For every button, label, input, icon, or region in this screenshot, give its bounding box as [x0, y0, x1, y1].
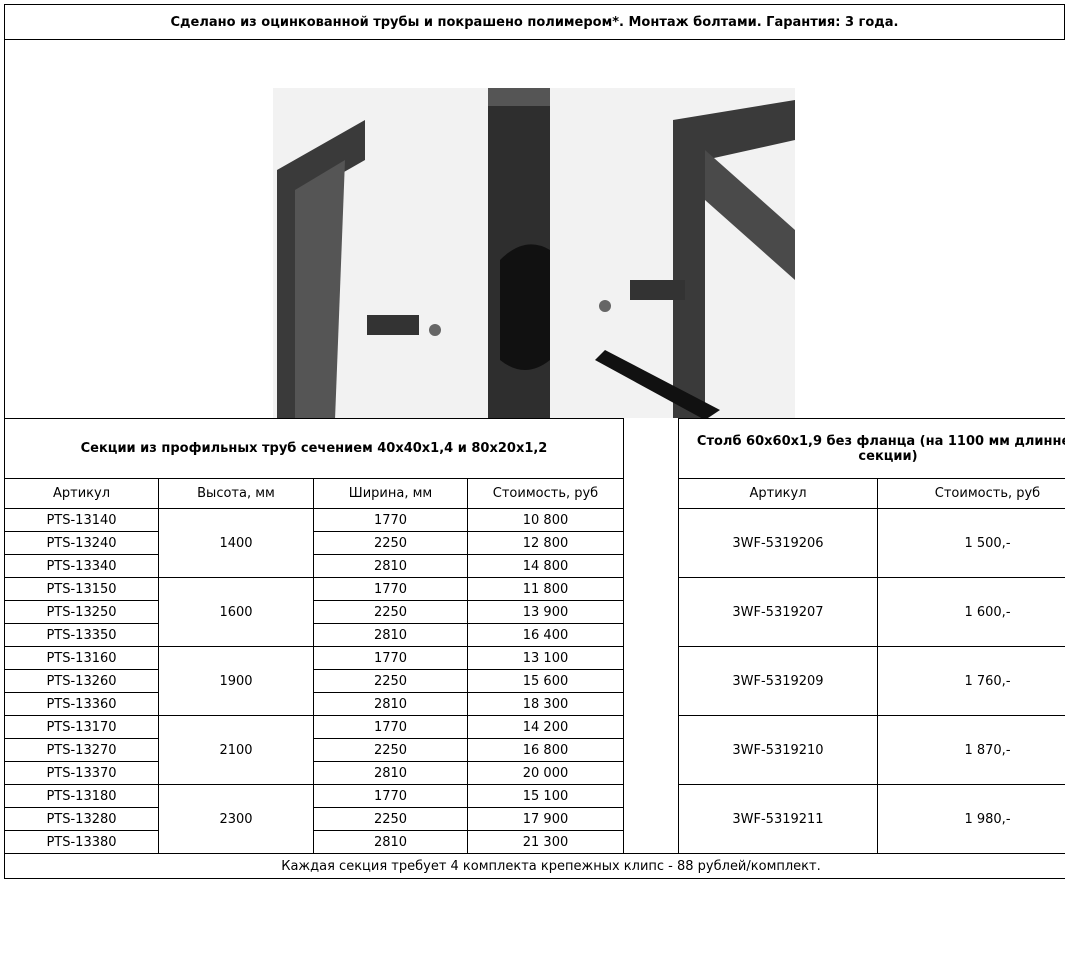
price: 14 800	[467, 554, 624, 578]
price: 15 600	[467, 669, 624, 693]
width: 2250	[313, 669, 468, 693]
article: PTS-13180	[4, 784, 159, 808]
width: 2810	[313, 692, 468, 716]
column-header: Артикул	[678, 478, 878, 509]
width: 1770	[313, 646, 468, 670]
price: 16 800	[467, 738, 624, 762]
height: 1600	[158, 577, 314, 647]
post-price: 1 760,-	[877, 646, 1065, 716]
column-header: Стоимость, руб	[467, 478, 624, 509]
post-article: 3WF-5319211	[678, 784, 878, 854]
column-header: Артикул	[4, 478, 159, 509]
width: 2810	[313, 830, 468, 854]
price: 14 200	[467, 715, 624, 739]
post-clip	[500, 244, 550, 370]
post-article: 3WF-5319209	[678, 646, 878, 716]
table-row: Каждая секция требует 4 комплекта крепеж…	[4, 853, 1065, 879]
bolt	[429, 324, 441, 336]
width: 2810	[313, 761, 468, 785]
post-article: 3WF-5319210	[678, 715, 878, 785]
product-image	[4, 39, 1065, 450]
post-price: 1 870,-	[877, 715, 1065, 785]
height: 2100	[158, 715, 314, 785]
width: 1770	[313, 784, 468, 808]
table-row: PTS-13140 1400 1770 10 800 3WF-5319206 1 500,…	[4, 508, 1065, 578]
price: 13 100	[467, 646, 624, 670]
post-article: 3WF-5319207	[678, 577, 878, 647]
article: PTS-13270	[4, 738, 159, 762]
right-table-title: Столб 60х60х1,9 без фланца (на 1100 мм д…	[678, 418, 1065, 479]
column-header: Высота, мм	[158, 478, 314, 509]
post-price: 1 980,-	[877, 784, 1065, 854]
wrench	[595, 350, 720, 420]
table-row: Секции из профильных труб сечением 40х40…	[4, 418, 1065, 854]
table-row: PTS-13180 2300 1770 15 100 3WF-5319211 1 980,…	[4, 784, 1065, 854]
width: 1770	[313, 508, 468, 532]
table-row: PTS-13350 2810 16 400	[4, 623, 1065, 647]
price: 17 900	[467, 807, 624, 831]
article: PTS-13280	[4, 807, 159, 831]
article: PTS-13340	[4, 554, 159, 578]
article: PTS-13370	[4, 761, 159, 785]
table-row: PTS-13380 2810 21 300	[4, 830, 1065, 854]
left-frame-diag	[295, 160, 345, 440]
right-frame-diag	[705, 150, 795, 280]
article: PTS-13380	[4, 830, 159, 854]
post-price: 1 500,-	[877, 508, 1065, 578]
left-table-title: Секции из профильных труб сечением 40х40…	[4, 418, 624, 479]
article: PTS-13260	[4, 669, 159, 693]
table-row: PTS-13360 2810 18 300	[4, 692, 1065, 716]
article: PTS-13250	[4, 600, 159, 624]
width: 1770	[313, 715, 468, 739]
width: 2250	[313, 531, 468, 555]
table-row: PTS-13150 1600 1770 11 800 3WF-5319207 1 600,…	[4, 577, 1065, 647]
width: 2250	[313, 600, 468, 624]
article: PTS-13160	[4, 646, 159, 670]
column-header: Ширина, мм	[313, 478, 468, 509]
price: 12 800	[467, 531, 624, 555]
price: 20 000	[467, 761, 624, 785]
left-bracket	[367, 315, 419, 335]
table-row: PTS-13250 2250 13 900	[4, 600, 1065, 624]
price: 10 800	[467, 508, 624, 532]
width: 1770	[313, 577, 468, 601]
table-row: PTS-13160 1900 1770 13 100 3WF-5319209 1 760,…	[4, 646, 1065, 716]
price: 21 300	[467, 830, 624, 854]
height: 2300	[158, 784, 314, 854]
illustration	[273, 88, 795, 450]
width: 2810	[313, 554, 468, 578]
document: Сделано из оцинкованной трубы и покрашен…	[4, 4, 1065, 879]
width: 2250	[313, 738, 468, 762]
post-cap	[488, 88, 550, 106]
article: PTS-13360	[4, 692, 159, 716]
width: 2810	[313, 623, 468, 647]
table-row: PTS-13170 2100 1770 14 200 3WF-5319210 1 870,…	[4, 715, 1065, 785]
column-header: Стоимость, руб	[877, 478, 1065, 509]
gap	[623, 418, 679, 854]
right-frame	[673, 100, 795, 448]
post-price: 1 600,-	[877, 577, 1065, 647]
article: PTS-13350	[4, 623, 159, 647]
price: 18 300	[467, 692, 624, 716]
price: 16 400	[467, 623, 624, 647]
height: 1900	[158, 646, 314, 716]
footer-note: Каждая секция требует 4 комплекта крепеж…	[4, 853, 1065, 879]
price: 11 800	[467, 577, 624, 601]
article: PTS-13240	[4, 531, 159, 555]
article: PTS-13150	[4, 577, 159, 601]
right-bracket	[630, 280, 685, 300]
table-row: Артикул Высота, мм Ширина, мм Стоимость, ру…	[4, 478, 1065, 509]
post-article: 3WF-5319206	[678, 508, 878, 578]
price-table: Секции из профильных труб сечением 40х40…	[4, 418, 1065, 879]
height: 1400	[158, 508, 314, 578]
price: 13 900	[467, 600, 624, 624]
price: 15 100	[467, 784, 624, 808]
table-row: PTS-13340 2810 14 800	[4, 554, 1065, 578]
width: 2250	[313, 807, 468, 831]
article: PTS-13170	[4, 715, 159, 739]
bolt	[599, 300, 611, 312]
article: PTS-13140	[4, 508, 159, 532]
header-title: Сделано из оцинкованной трубы и покрашен…	[4, 4, 1065, 39]
